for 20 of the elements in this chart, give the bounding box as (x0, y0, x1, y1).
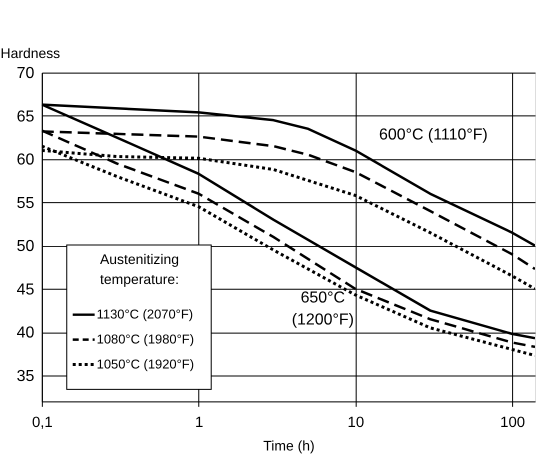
x-tick-label: 1 (194, 414, 204, 431)
y-tick-label: 65 (16, 108, 34, 126)
y-axis-title: Hardness (0, 45, 60, 62)
x-tick-label: 100 (500, 414, 526, 431)
x-tick-label: 10 (348, 414, 364, 431)
y-tick-label: 50 (16, 238, 34, 256)
legend-label: 1130°C (2070°F) (96, 306, 194, 322)
y-tick-label: 35 (16, 368, 34, 385)
y-tick-label: 40 (16, 324, 34, 342)
x-axis-title: Time (h) (263, 438, 315, 454)
x-tick-label: 0,1 (32, 414, 53, 431)
legend-label: 1050°C (1920°F) (96, 356, 194, 372)
legend-title: Austenitizing temperature: (100, 250, 179, 287)
y-tick-label: 45 (16, 281, 34, 298)
y-tick-label: 60 (16, 152, 34, 169)
annotation: 600°C (1110°F) (379, 126, 488, 144)
y-tick-label: 70 (16, 65, 34, 82)
y-tick-label: 55 (16, 194, 34, 212)
annotation: 650°C (1200°F) (292, 290, 354, 329)
legend-label: 1080°C (1980°F) (96, 332, 194, 347)
